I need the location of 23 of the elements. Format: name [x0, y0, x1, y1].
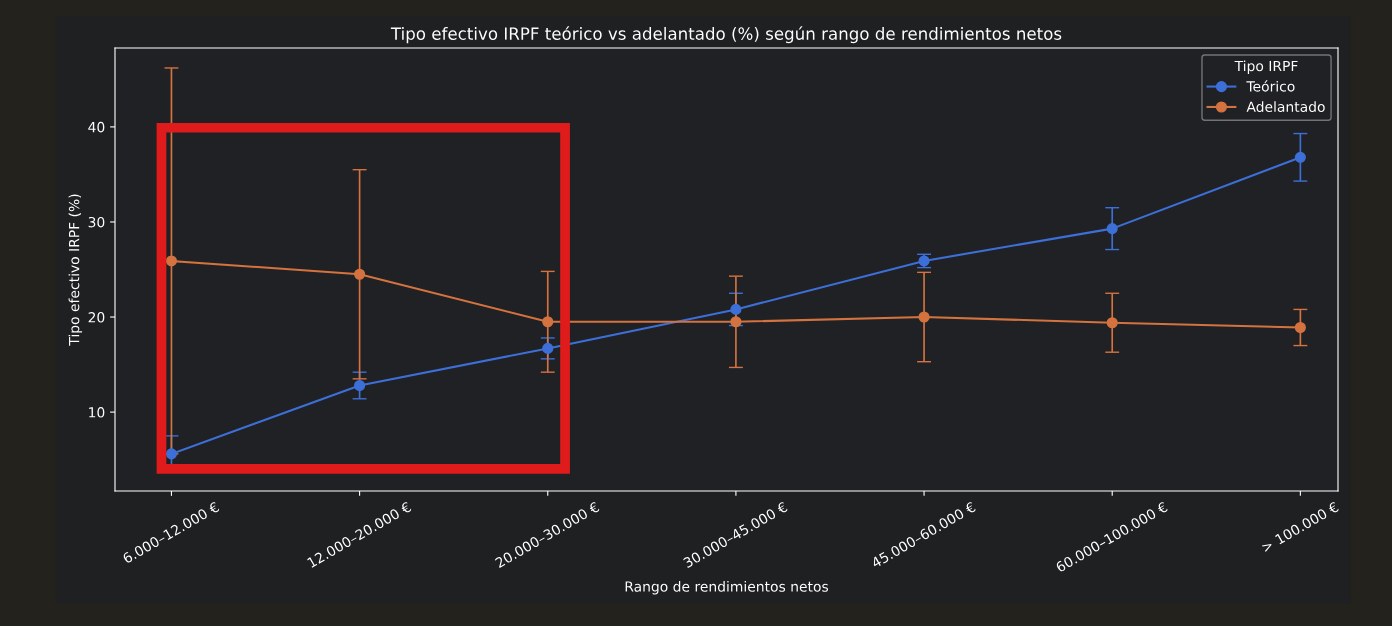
y-tick-label: 10: [89, 407, 105, 418]
point: [165, 448, 178, 460]
point: [1294, 151, 1306, 163]
legend-label: Adelantado: [1246, 101, 1325, 113]
x-axis-title: Rango de rendimientos netos: [625, 581, 829, 595]
point: [542, 316, 554, 328]
point: [1294, 321, 1306, 334]
point: [165, 255, 178, 267]
point: [918, 311, 930, 323]
point: [354, 268, 366, 280]
chart-title: Tipo efectivo IRPF teórico vs adelantado (%) según rango de rendimientos netos: [390, 26, 1062, 44]
point: [1106, 223, 1118, 235]
legend-title: Tipo IRPF: [1234, 60, 1298, 74]
y-tick-label: 30: [88, 216, 105, 228]
y-tick-label: 20: [88, 312, 105, 323]
point: [354, 379, 366, 392]
y-axis-title: Tipo efectivo IRPF (%): [68, 194, 83, 346]
point: [730, 303, 742, 315]
point: [1106, 317, 1118, 329]
point: [542, 342, 554, 354]
y-tick-label: 40: [88, 121, 105, 133]
legend-label: Teórico: [1246, 80, 1295, 92]
point: [730, 316, 742, 328]
